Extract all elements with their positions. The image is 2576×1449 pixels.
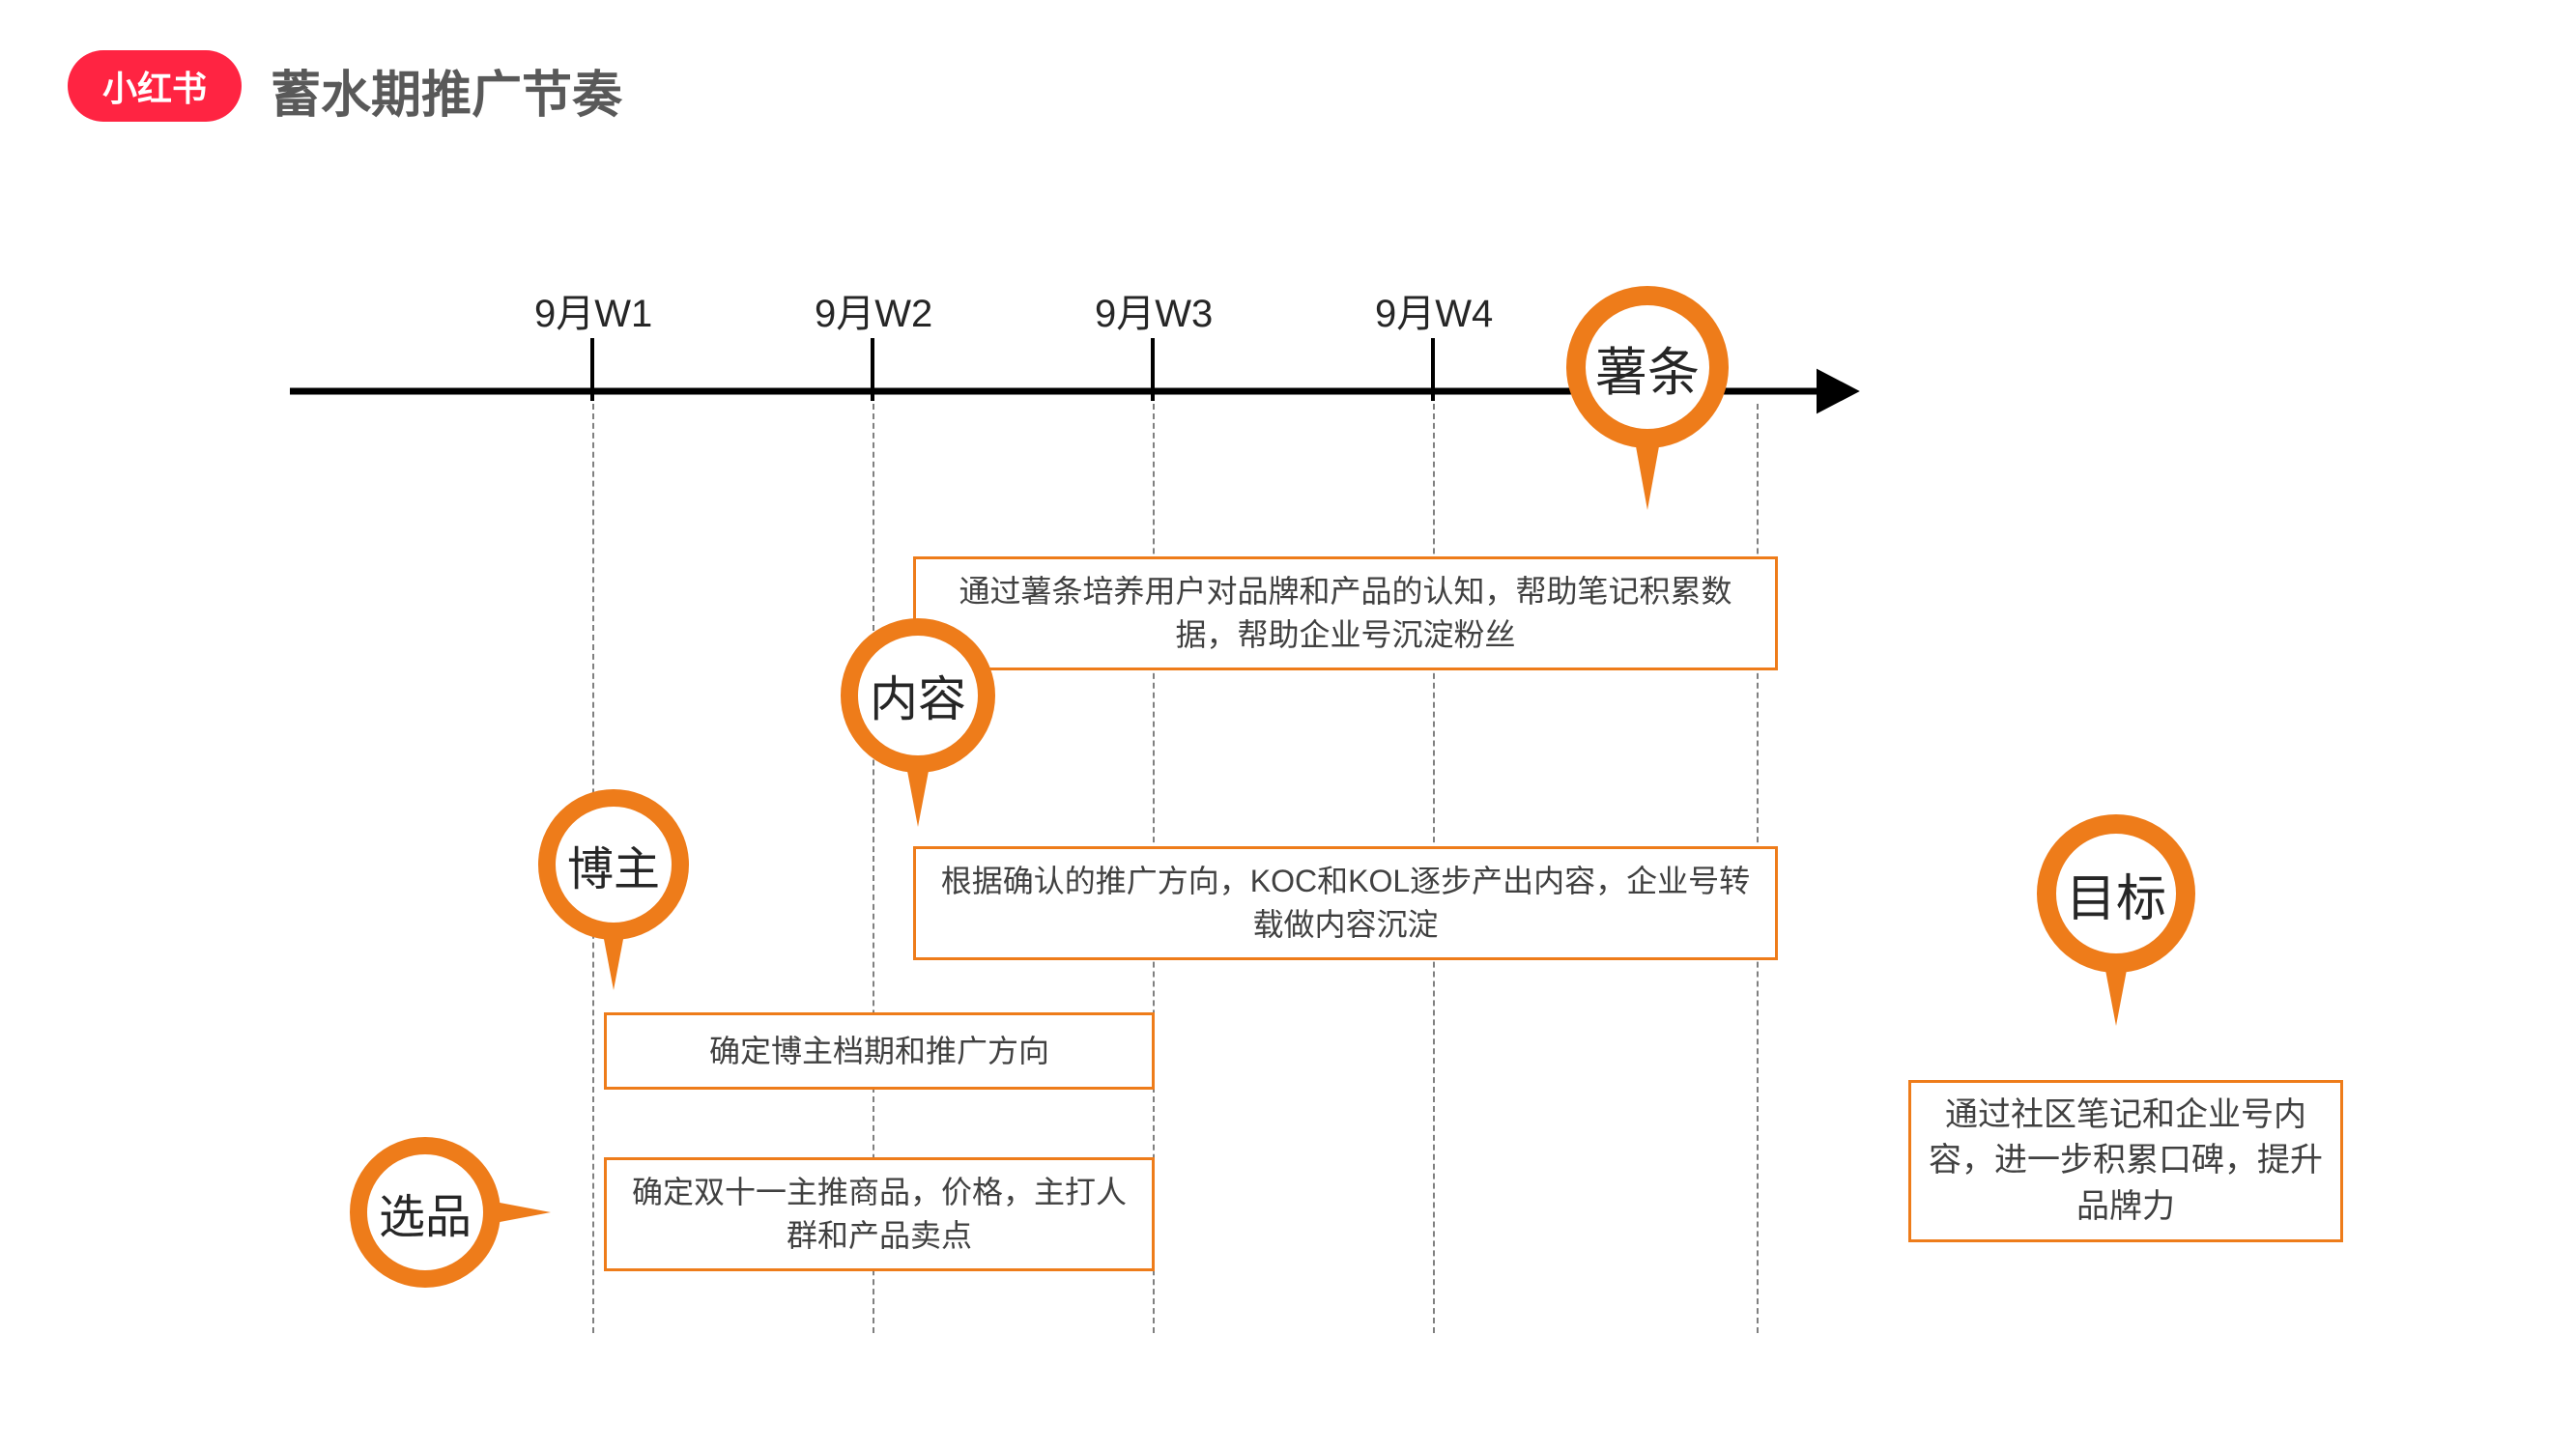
axis-label: 9月W2 — [815, 282, 932, 338]
pin-circle: 内容 — [841, 618, 995, 773]
logo-badge: 小红书 — [68, 50, 242, 122]
pin-circle: 目标 — [2037, 814, 2195, 973]
pin-circle: 选品 — [350, 1137, 501, 1288]
axis-label: 9月W1 — [534, 282, 652, 338]
slide-canvas: 小红书蓄水期推广节奏 9月W1 9月W2 9月W3 9月W4 通过薯条培养用户对品牌和产品… — [0, 0, 2576, 1449]
pin-circle: 博主 — [538, 789, 689, 940]
axis-tick — [590, 338, 594, 401]
axis-label: 9月W4 — [1375, 282, 1493, 338]
axis-label: 9月W3 — [1095, 282, 1213, 338]
box-xuanpin: 确定双十一主推商品，价格，主打人群和产品卖点 — [604, 1157, 1155, 1271]
axis-tick — [1431, 338, 1435, 401]
axis-tick — [1151, 338, 1155, 401]
axis-tick — [871, 338, 874, 401]
page-title: 蓄水期推广节奏 — [271, 54, 622, 127]
box-mubiao: 通过社区笔记和企业号内容，进一步积累口碑，提升品牌力 — [1908, 1080, 2343, 1242]
box-shutiao: 通过薯条培养用户对品牌和产品的认知，帮助笔记积累数据，帮助企业号沉淀粉丝 — [913, 556, 1778, 670]
box-neirong: 根据确认的推广方向，KOC和KOL逐步产出内容，企业号转载做内容沉淀 — [913, 846, 1778, 960]
pin-circle: 薯条 — [1566, 286, 1729, 448]
box-bozhu: 确定博主档期和推广方向 — [604, 1012, 1155, 1090]
